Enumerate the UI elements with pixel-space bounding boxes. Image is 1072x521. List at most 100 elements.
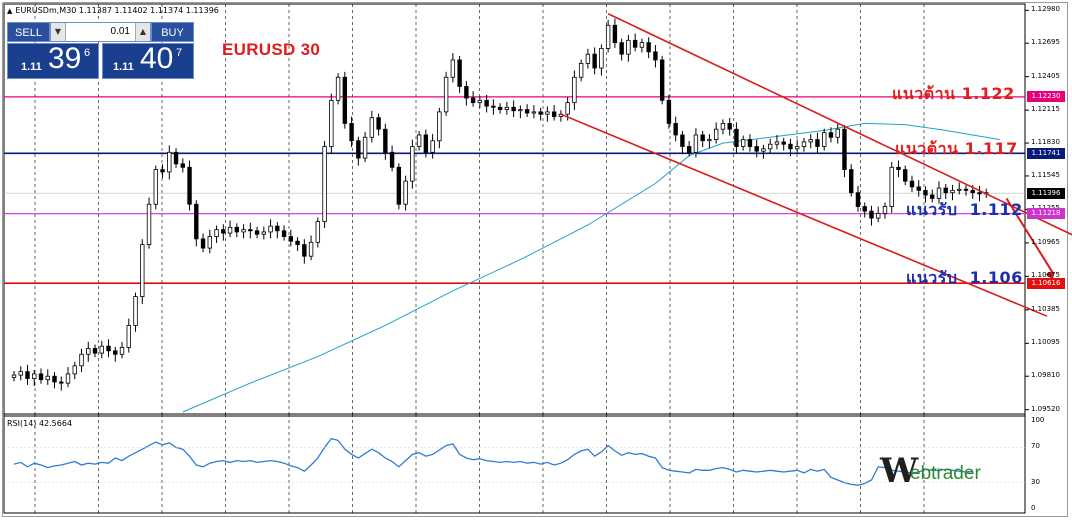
candle-body — [896, 166, 901, 170]
candle-body — [457, 59, 462, 87]
candle-body — [936, 187, 942, 199]
candle-body — [430, 140, 435, 153]
candle-body — [747, 139, 753, 147]
candle-body — [727, 123, 732, 130]
candle-body — [673, 123, 678, 136]
candle-body — [32, 373, 37, 379]
sell-button[interactable]: SELL — [7, 22, 50, 42]
candle-body — [551, 111, 557, 117]
resistance-price-tag: 1.11741 — [1027, 147, 1065, 159]
candle-body — [11, 374, 17, 378]
candle-body — [396, 166, 402, 205]
candle-body — [52, 375, 57, 383]
candle-body — [153, 169, 158, 205]
candle-body — [700, 134, 705, 142]
candle-body — [707, 139, 712, 142]
trend-channel-line — [560, 113, 1048, 317]
candle-body — [754, 146, 759, 152]
candle-body — [261, 231, 267, 235]
candle-body — [119, 346, 125, 355]
buy-price-prefix: 1.11 — [113, 61, 134, 73]
candle-body — [464, 86, 469, 99]
candle-body — [545, 111, 550, 115]
candle-body — [477, 99, 483, 104]
lot-size-field[interactable]: ▼ 0.01 ▲ — [50, 22, 151, 42]
candle-body — [639, 42, 645, 48]
resistance-price-tag: 1.12230 — [1027, 91, 1065, 103]
price-tick-label: 1.12405 — [1031, 71, 1060, 80]
candle-body — [86, 348, 91, 355]
candle-body — [437, 111, 442, 142]
candle-body — [626, 39, 631, 55]
rsi-tick-label: 30 — [1031, 477, 1040, 486]
candle-body — [632, 39, 638, 48]
candle-body — [275, 225, 280, 232]
sell-price[interactable]: 1.11 39 6 — [7, 42, 99, 79]
price-tick-label: 1.10965 — [1031, 237, 1060, 246]
candle-body — [470, 97, 476, 104]
candle-body — [315, 221, 321, 243]
current-price-tag: 1.11396 — [1027, 187, 1065, 199]
candle-body — [18, 371, 23, 376]
candle-body — [126, 325, 131, 348]
sell-price-big: 39 — [48, 42, 82, 75]
candle-body — [410, 146, 415, 182]
candle-body — [903, 169, 908, 182]
candle-body — [822, 132, 827, 147]
candle-body — [619, 42, 624, 55]
price-tick-label: 1.09520 — [1031, 404, 1060, 413]
buy-price[interactable]: 1.11 40 7 — [102, 42, 194, 79]
candle-body — [106, 345, 111, 352]
candle-body — [146, 203, 152, 246]
candle-body — [383, 128, 388, 153]
candle-body — [180, 163, 185, 168]
rsi-panel-border — [3, 413, 1026, 514]
candle-body — [234, 226, 240, 233]
rsi-tick-label: 70 — [1031, 442, 1040, 451]
candle-body — [795, 146, 800, 150]
logo-text: ebtrader — [910, 463, 981, 484]
candle-body — [909, 180, 915, 188]
support-price-tag: 1.10616 — [1027, 277, 1065, 289]
rsi-tick-label: 100 — [1031, 416, 1045, 424]
buy-button[interactable]: BUY — [151, 22, 194, 42]
candle-body — [423, 134, 429, 153]
candle-body — [140, 244, 145, 297]
candle-body — [504, 106, 510, 110]
lot-size-value[interactable]: 0.01 — [110, 26, 130, 37]
trend-channel-line — [607, 13, 1072, 236]
candle-body — [713, 128, 719, 140]
candle-body — [59, 381, 64, 384]
candle-body — [443, 76, 449, 113]
candle-body — [815, 139, 820, 147]
candle-body — [538, 111, 543, 115]
candle-body — [227, 226, 233, 234]
main-panel-border — [3, 3, 1026, 417]
candle-body — [869, 210, 874, 219]
candle-body — [680, 134, 685, 147]
candle-body — [356, 140, 361, 159]
decrease-lot-icon[interactable]: ▼ — [51, 23, 66, 41]
sell-price-sup: 6 — [84, 47, 91, 59]
candle-body — [38, 373, 44, 381]
candle-body — [653, 51, 658, 61]
candle-body — [342, 76, 348, 124]
candle-body — [214, 229, 219, 237]
candle-body — [612, 24, 618, 44]
candle-body — [963, 188, 969, 191]
candle-body — [491, 105, 496, 108]
candle-body — [200, 238, 206, 249]
sell-price-prefix: 1.11 — [21, 61, 42, 73]
candle-body — [646, 42, 651, 53]
candle-body — [450, 59, 456, 78]
candle-body — [308, 241, 314, 257]
candle-body — [835, 128, 840, 138]
candle-body — [416, 134, 422, 147]
candle-body — [92, 348, 98, 354]
candle-body — [72, 365, 77, 375]
price-tick-label: 1.10095 — [1031, 338, 1060, 347]
increase-lot-icon[interactable]: ▲ — [135, 23, 150, 41]
candle-body — [322, 146, 327, 222]
price-tick-label: 1.12115 — [1031, 105, 1060, 114]
